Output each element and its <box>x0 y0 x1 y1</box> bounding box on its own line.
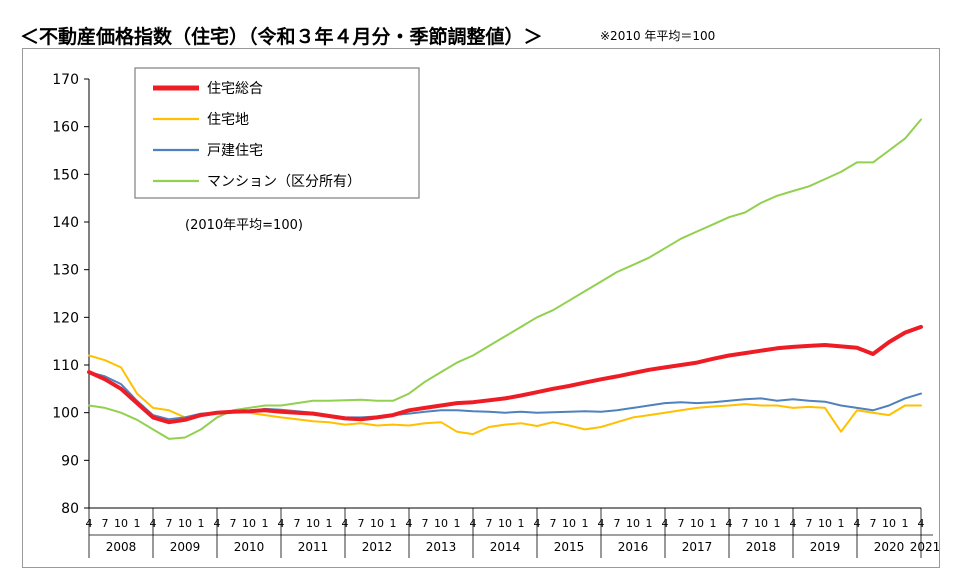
y-tick-label: 130 <box>52 263 79 279</box>
x-month-label: 1 <box>326 517 333 530</box>
page-title: ＜不動産価格指数（住宅）（令和３年４月分・季節調整値）＞ <box>20 26 543 48</box>
x-month-label: 1 <box>902 517 909 530</box>
x-year-label: 2012 <box>362 540 393 554</box>
x-month-label: 1 <box>646 517 653 530</box>
y-tick-label: 100 <box>52 406 79 422</box>
x-year-label: 2011 <box>298 540 329 554</box>
x-month-label: 1 <box>454 517 461 530</box>
x-year-label: 2016 <box>618 540 649 554</box>
x-year-label: 2013 <box>426 540 457 554</box>
x-month-label: 10 <box>690 517 704 530</box>
x-month-label: 7 <box>550 517 557 530</box>
x-month-label: 7 <box>166 517 173 530</box>
base-year-annotation: (2010年平均=100) <box>185 218 303 233</box>
x-year-label: 2017 <box>682 540 713 554</box>
x-month-label: 7 <box>678 517 685 530</box>
x-month-label: 7 <box>486 517 493 530</box>
x-month-label: 10 <box>626 517 640 530</box>
y-tick-label: 140 <box>52 215 79 231</box>
legend-label: 住宅総合 <box>207 81 263 97</box>
x-month-label: 1 <box>518 517 525 530</box>
x-month-label: 10 <box>114 517 128 530</box>
x-year-label: 2019 <box>810 540 841 554</box>
x-month-label: 1 <box>582 517 589 530</box>
y-tick-label: 160 <box>52 120 79 136</box>
legend-label: マンション（区分所有） <box>207 174 361 190</box>
x-month-label: 7 <box>230 517 237 530</box>
x-year-label: 2015 <box>554 540 585 554</box>
x-month-label: 1 <box>198 517 205 530</box>
index-base-note: ※2010 年平均＝100 <box>600 29 716 43</box>
y-tick-label: 120 <box>52 310 79 326</box>
x-month-label: 10 <box>562 517 576 530</box>
y-tick-label: 80 <box>61 501 79 517</box>
x-month-label: 1 <box>838 517 845 530</box>
x-month-label: 10 <box>370 517 384 530</box>
chart-panel: 80 90 100 110 120 130 140 150 160 170 4 7 10 1 2008 4 7 1… <box>22 48 940 568</box>
legend-label: 住宅地 <box>207 112 249 128</box>
x-month-label: 10 <box>754 517 768 530</box>
series-line-1 <box>88 354 922 436</box>
x-year-label: 2018 <box>746 540 777 554</box>
x-month-label: 7 <box>742 517 749 530</box>
series-line-0 <box>87 324 923 425</box>
x-month-label: 10 <box>498 517 512 530</box>
x-month-label: 7 <box>294 517 301 530</box>
x-month-label: 7 <box>358 517 365 530</box>
x-month-label: 1 <box>774 517 781 530</box>
x-month-label: 10 <box>178 517 192 530</box>
x-month-label: 10 <box>434 517 448 530</box>
x-month-label: 10 <box>882 517 896 530</box>
y-tick-label: 170 <box>52 72 79 88</box>
x-month-label: 7 <box>102 517 109 530</box>
x-year-label: 2014 <box>490 540 521 554</box>
legend-label: 戸建住宅 <box>207 143 263 159</box>
x-month-label: 10 <box>242 517 256 530</box>
x-year-label: 2021 <box>910 540 939 554</box>
x-month-label: 7 <box>614 517 621 530</box>
x-month-label: 10 <box>818 517 832 530</box>
x-month-label: 7 <box>806 517 813 530</box>
x-month-label: 7 <box>870 517 877 530</box>
x-year-label: 2009 <box>170 540 201 554</box>
x-year-label: 2020 <box>874 540 905 554</box>
x-year-label: 2010 <box>234 540 265 554</box>
y-tick-label: 110 <box>52 358 79 374</box>
x-month-label: 1 <box>262 517 269 530</box>
x-month-label: 1 <box>710 517 717 530</box>
y-tick-label: 90 <box>61 453 79 469</box>
x-year-label: 2008 <box>106 540 137 554</box>
x-month-label: 10 <box>306 517 320 530</box>
x-month-label: 7 <box>422 517 429 530</box>
x-month-label: 1 <box>390 517 397 530</box>
y-tick-label: 150 <box>52 167 79 183</box>
x-month-label: 1 <box>134 517 141 530</box>
